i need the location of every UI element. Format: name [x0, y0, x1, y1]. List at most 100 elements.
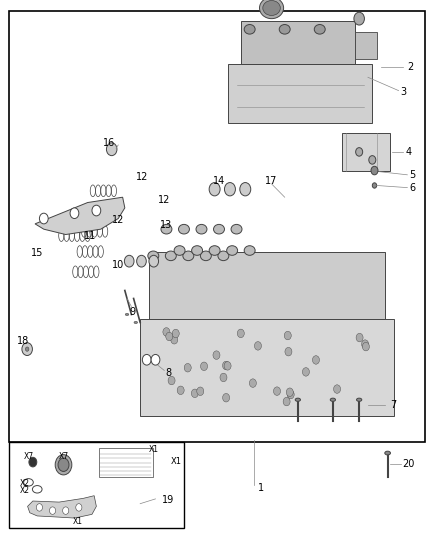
Text: X2: X2: [19, 479, 29, 488]
Circle shape: [287, 390, 294, 399]
Text: 3: 3: [401, 87, 407, 96]
Circle shape: [254, 342, 261, 350]
Circle shape: [286, 388, 293, 397]
Text: 7: 7: [390, 400, 396, 410]
Ellipse shape: [149, 255, 159, 267]
Text: 1: 1: [258, 483, 265, 492]
Ellipse shape: [24, 479, 33, 486]
Text: 5: 5: [410, 170, 416, 180]
Circle shape: [223, 361, 230, 370]
Ellipse shape: [357, 398, 362, 401]
Ellipse shape: [240, 182, 251, 196]
Text: 9: 9: [129, 307, 135, 317]
Ellipse shape: [259, 0, 284, 19]
Bar: [9, 11, 425, 442]
Bar: [99, 448, 153, 477]
Circle shape: [362, 342, 369, 351]
Text: 2: 2: [407, 62, 413, 71]
Circle shape: [197, 387, 204, 395]
Text: X7: X7: [24, 453, 34, 461]
Circle shape: [39, 213, 48, 224]
Ellipse shape: [231, 224, 242, 234]
Circle shape: [168, 376, 175, 385]
Circle shape: [284, 332, 291, 340]
Circle shape: [223, 393, 230, 402]
Ellipse shape: [192, 246, 202, 255]
Polygon shape: [35, 197, 125, 235]
Circle shape: [273, 387, 280, 395]
Circle shape: [249, 379, 256, 387]
Ellipse shape: [58, 458, 69, 471]
Circle shape: [237, 329, 244, 337]
Text: 15: 15: [31, 248, 43, 258]
Ellipse shape: [244, 246, 255, 255]
Circle shape: [151, 354, 160, 365]
Text: X1: X1: [171, 457, 182, 465]
Ellipse shape: [183, 251, 194, 261]
Bar: [355, 32, 377, 59]
Circle shape: [312, 356, 319, 364]
Bar: [228, 64, 372, 123]
Text: 13: 13: [160, 220, 172, 230]
Ellipse shape: [263, 1, 280, 15]
Bar: [9, 442, 184, 528]
Polygon shape: [28, 496, 96, 518]
Ellipse shape: [244, 25, 255, 34]
Circle shape: [36, 504, 42, 511]
Circle shape: [172, 329, 179, 338]
Bar: [149, 252, 385, 319]
Text: 12: 12: [112, 215, 124, 224]
Text: X1: X1: [149, 445, 159, 454]
Bar: [140, 319, 394, 416]
Text: 12: 12: [136, 172, 148, 182]
Text: 11: 11: [84, 231, 96, 240]
Ellipse shape: [29, 457, 37, 467]
Ellipse shape: [166, 251, 176, 261]
Ellipse shape: [214, 224, 224, 234]
Circle shape: [371, 166, 378, 175]
Circle shape: [166, 332, 173, 341]
Ellipse shape: [125, 313, 129, 316]
Circle shape: [191, 389, 198, 398]
Text: X7: X7: [58, 453, 69, 461]
Ellipse shape: [279, 25, 290, 34]
Ellipse shape: [55, 455, 72, 475]
Text: 12: 12: [158, 195, 170, 205]
Ellipse shape: [178, 224, 189, 234]
Text: X2: X2: [19, 487, 29, 495]
Text: X1: X1: [72, 517, 82, 526]
Circle shape: [356, 333, 363, 342]
Circle shape: [362, 340, 369, 349]
Bar: [241, 21, 355, 64]
Ellipse shape: [330, 398, 336, 401]
Bar: [342, 133, 390, 171]
Circle shape: [92, 205, 101, 216]
Circle shape: [372, 183, 377, 188]
Circle shape: [201, 362, 208, 370]
Circle shape: [70, 208, 79, 219]
Circle shape: [354, 12, 364, 25]
Circle shape: [184, 364, 191, 372]
Text: 16: 16: [103, 138, 115, 148]
Text: 17: 17: [265, 176, 277, 186]
Circle shape: [171, 335, 178, 344]
Circle shape: [22, 343, 32, 356]
Circle shape: [142, 354, 151, 365]
Ellipse shape: [209, 246, 220, 255]
Text: 18: 18: [17, 336, 29, 346]
Ellipse shape: [200, 251, 211, 261]
Circle shape: [49, 507, 56, 514]
Text: 6: 6: [410, 183, 416, 192]
Text: 20: 20: [402, 459, 414, 469]
Circle shape: [106, 143, 117, 156]
Circle shape: [63, 507, 69, 514]
Ellipse shape: [124, 255, 134, 267]
Circle shape: [334, 385, 341, 393]
Circle shape: [283, 397, 290, 406]
Ellipse shape: [25, 347, 29, 351]
Ellipse shape: [137, 255, 146, 267]
Circle shape: [369, 156, 376, 164]
Ellipse shape: [209, 182, 220, 196]
Ellipse shape: [32, 486, 42, 493]
Ellipse shape: [174, 246, 185, 255]
